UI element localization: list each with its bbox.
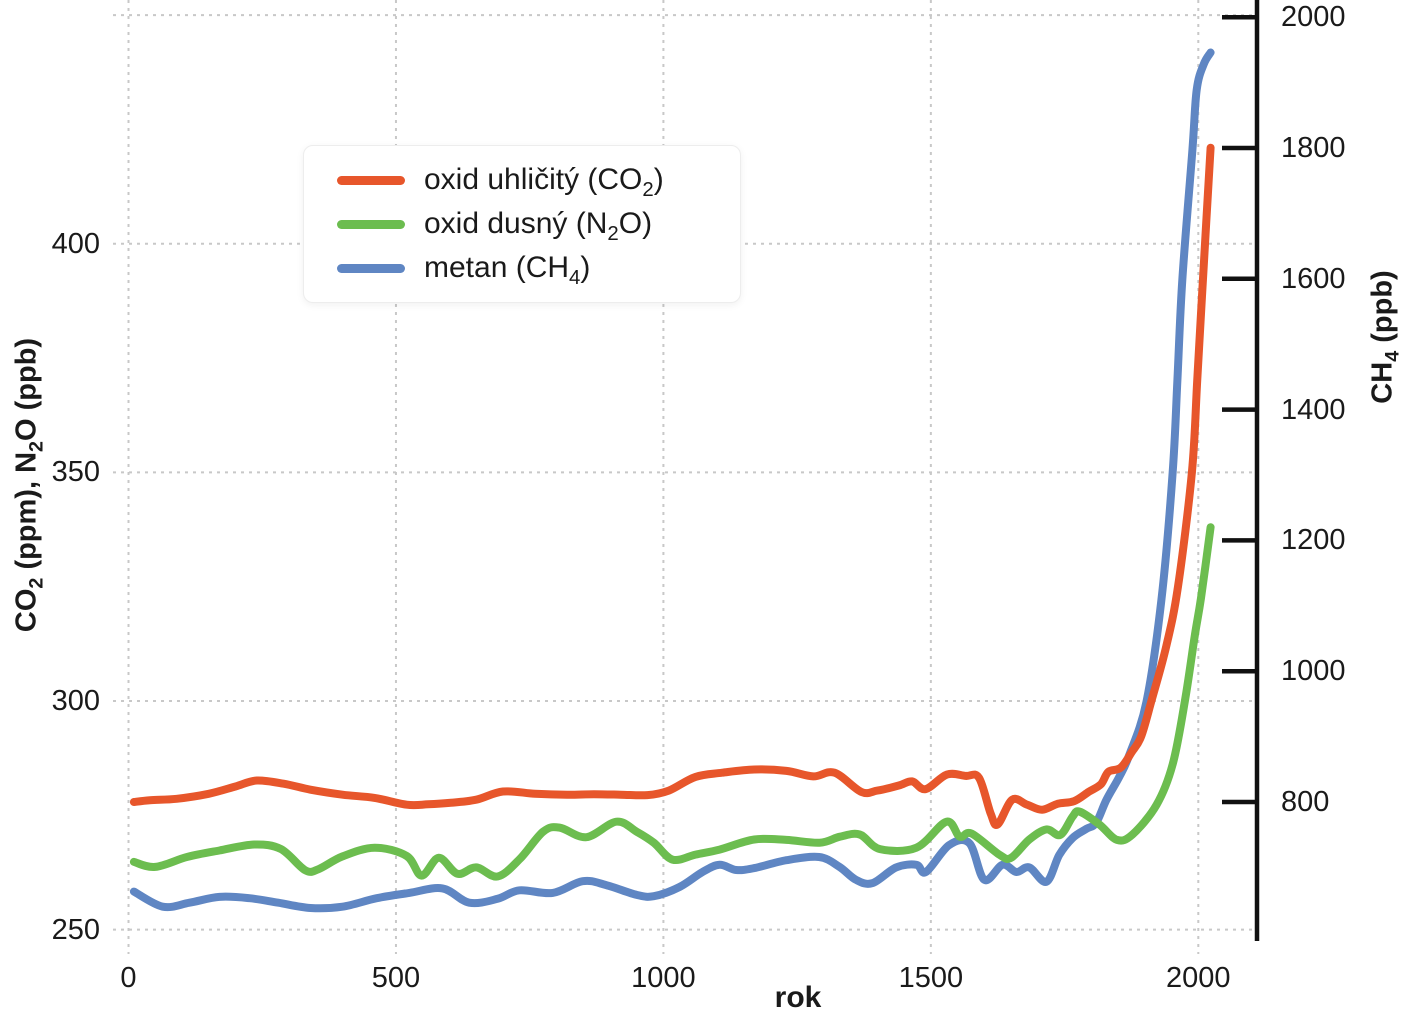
- legend-item-n2o: oxid dusný (N2O): [304, 202, 740, 246]
- legend-item-ch4: metan (CH4): [304, 246, 740, 290]
- chart-legend: oxid uhličitý (CO2) oxid dusný (N2O) metan…: [303, 145, 741, 303]
- y-right-tick-label: 800: [1281, 786, 1330, 819]
- y-right-tick-label: 2000: [1281, 1, 1346, 34]
- legend-swatch-ch4: [337, 263, 405, 273]
- y-left-tick-label: 250: [51, 913, 100, 946]
- y-left-tick-label: 350: [51, 456, 100, 489]
- y-left-tick-label: 400: [51, 227, 100, 260]
- legend-swatch-n2o: [337, 219, 405, 229]
- x-tick-label: 0: [120, 962, 137, 994]
- y-right-tick-label: 1200: [1281, 524, 1346, 557]
- y-right-tick-label: 1400: [1281, 393, 1346, 426]
- x-tick-label: 2000: [1166, 962, 1231, 994]
- y-right-axis-title: CH4 (ppb): [1366, 270, 1404, 404]
- legend-label-co2: oxid uhličitý (CO2): [424, 163, 664, 201]
- legend-label-ch4: metan (CH4): [424, 251, 591, 289]
- series-line-n2o: [129, 523, 1215, 881]
- series-line-ch4: [129, 48, 1215, 913]
- y-left-axis-title: CO2 (ppm), N2O (ppb): [10, 337, 48, 633]
- y-right-tick-label: 1000: [1281, 655, 1346, 688]
- x-tick-label: 1500: [898, 962, 964, 994]
- legend-swatch-co2: [337, 175, 405, 185]
- y-right-tick-label: 1800: [1281, 132, 1346, 164]
- x-axis-title: rok: [774, 981, 822, 1014]
- x-tick-label: 500: [371, 962, 421, 994]
- y-right-tick-label: 1600: [1281, 262, 1346, 295]
- x-tick-label: 1000: [631, 962, 696, 994]
- legend-item-co2: oxid uhličitý (CO2): [304, 158, 740, 202]
- y-left-tick-label: 300: [51, 684, 100, 717]
- legend-label-n2o: oxid dusný (N2O): [424, 207, 653, 245]
- series-line-co2: [129, 143, 1215, 829]
